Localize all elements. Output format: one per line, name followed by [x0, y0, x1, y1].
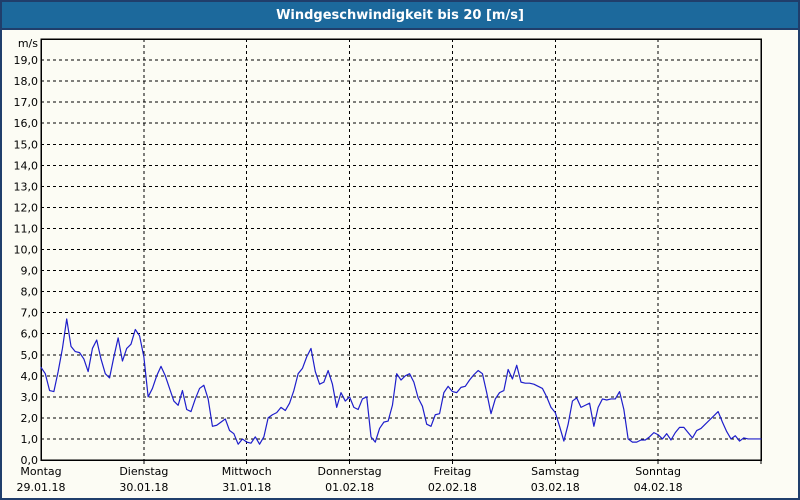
y-axis-label: 14,0: [14, 159, 39, 172]
day-label: Dienstag: [119, 465, 168, 478]
day-label: Samstag: [531, 465, 579, 478]
y-axis-label: 12,0: [14, 201, 39, 214]
y-axis-label: 18,0: [14, 75, 39, 88]
chart-area: m/s 19,0 18,0 17,0 16,0 15,0 14,0 13,0 12,0 11,0 1…: [2, 30, 798, 498]
y-axis-label: 0,0: [21, 454, 39, 467]
day-label: Montag: [20, 465, 61, 478]
date-label: 03.02.18: [531, 481, 580, 494]
page-title: Windgeschwindigkeit bis 20 [m/s]: [276, 7, 524, 23]
date-label: 02.02.18: [428, 481, 477, 494]
y-axis-label: 6,0: [21, 328, 39, 341]
y-axis-label: 19,0: [14, 54, 39, 67]
date-label: 29.01.18: [17, 481, 66, 494]
y-axis-label: 2,0: [21, 412, 39, 425]
y-axis-label: 9,0: [21, 265, 39, 278]
y-axis-label: 16,0: [14, 117, 39, 130]
y-axis-unit-label: m/s: [18, 37, 38, 50]
date-label: 04.02.18: [634, 481, 683, 494]
y-axis-label: 1,0: [21, 433, 39, 446]
y-axis-label: 3,0: [21, 391, 39, 404]
y-axis-label: 8,0: [21, 286, 39, 299]
y-axis-label: 13,0: [14, 180, 39, 193]
title-bar: Windgeschwindigkeit bis 20 [m/s]: [2, 2, 798, 30]
date-label: 31.01.18: [222, 481, 271, 494]
y-axis-label: 15,0: [14, 138, 39, 151]
y-axis-label: 5,0: [21, 349, 39, 362]
wind-speed-chart: m/s 19,0 18,0 17,0 16,0 15,0 14,0 13,0 12,0 11,0 1…: [14, 37, 762, 494]
y-axis-label: 7,0: [21, 307, 39, 320]
day-label: Donnerstag: [317, 465, 381, 478]
day-label: Freitag: [434, 465, 472, 478]
y-axis-label: 4,0: [21, 370, 39, 383]
y-axis-label: 10,0: [14, 244, 39, 257]
day-label: Mittwoch: [222, 465, 272, 478]
date-label: 01.02.18: [325, 481, 374, 494]
wind-speed-line: [40, 318, 762, 445]
y-axis-label: 17,0: [14, 96, 39, 109]
plot-border: [40, 38, 762, 461]
y-axis-label: 11,0: [14, 222, 39, 235]
day-label: Sonntag: [635, 465, 681, 478]
date-label: 30.01.18: [119, 481, 168, 494]
